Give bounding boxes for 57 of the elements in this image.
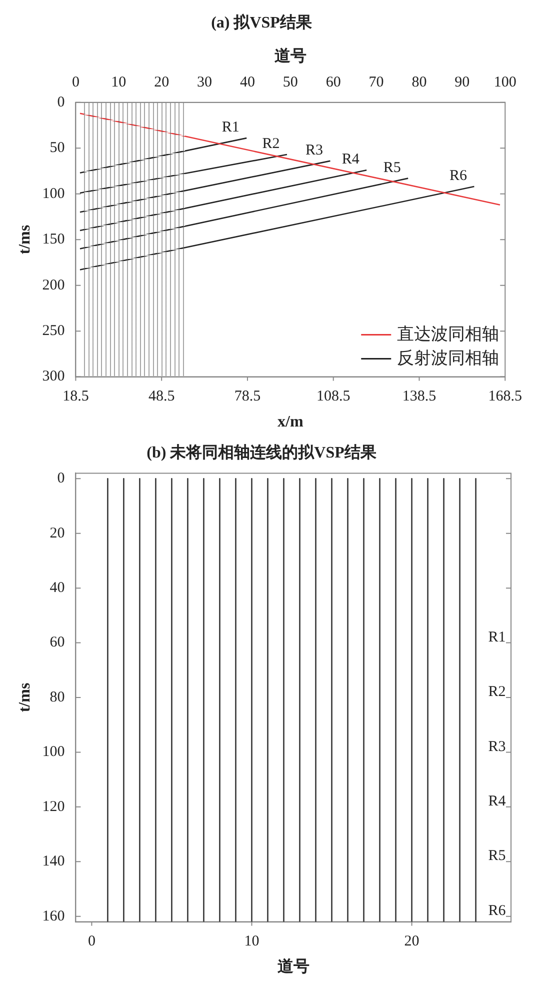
- legend-label: 反射波同相轴: [397, 348, 500, 368]
- annotation: R2: [488, 684, 506, 700]
- y-tick-label: 160: [42, 908, 65, 924]
- legend-label: 直达波同相轴: [397, 324, 500, 344]
- x2-tick-label: 10: [111, 74, 126, 90]
- y-tick-label: 200: [42, 277, 65, 294]
- annotation: R1: [222, 120, 240, 136]
- x-tick-label: 78.5: [234, 388, 261, 405]
- y-tick-label: 40: [50, 580, 65, 596]
- x2-tick-label: 60: [326, 74, 341, 90]
- y-axis-title: t/ms: [16, 682, 34, 712]
- y-tick-label: 100: [42, 744, 65, 760]
- x-axis-title: 道号: [277, 958, 310, 976]
- x-tick-label: 18.5: [62, 388, 89, 405]
- annotation: R1: [488, 629, 506, 646]
- y-tick-label: 50: [50, 140, 65, 156]
- y-tick-label: 0: [57, 94, 65, 110]
- y-tick-label: 150: [42, 232, 65, 248]
- y-tick-label: 60: [50, 634, 65, 651]
- y-tick-label: 300: [42, 368, 65, 385]
- x-tick-label: 138.5: [402, 388, 436, 405]
- y-tick-label: 100: [42, 186, 65, 202]
- x2-axis-title: 道号: [274, 46, 306, 65]
- x2-tick-label: 0: [72, 74, 80, 90]
- x-tick-label: 168.5: [488, 388, 522, 405]
- y-axis-title: t/ms: [16, 224, 34, 254]
- x2-tick-label: 70: [368, 74, 384, 90]
- x2-tick-label: 20: [154, 74, 170, 90]
- annotation: R5: [383, 160, 401, 176]
- x2-tick-label: 30: [197, 74, 212, 90]
- x-tick-label: 48.5: [148, 388, 175, 405]
- chart-title: (a) 拟VSP结果: [211, 14, 313, 32]
- x2-tick-label: 50: [282, 74, 298, 90]
- annotation: R3: [305, 142, 323, 158]
- x-tick-label: 108.5: [316, 388, 350, 405]
- x2-tick-label: 80: [412, 74, 427, 90]
- y-tick-label: 250: [42, 323, 65, 340]
- annotation: R5: [488, 848, 506, 864]
- annotation: R4: [342, 152, 360, 168]
- y-tick-label: 120: [42, 798, 65, 815]
- annotation: R6: [449, 168, 468, 184]
- x2-tick-label: 90: [454, 74, 470, 90]
- annotation: R2: [262, 136, 280, 152]
- x2-tick-label: 40: [240, 74, 255, 90]
- x2-tick-label: 100: [494, 74, 516, 90]
- annotation: R4: [488, 794, 506, 810]
- y-tick-label: 0: [57, 470, 65, 487]
- x-tick-label: 0: [88, 934, 96, 950]
- annotation: R6: [488, 902, 506, 919]
- x-axis-title: x/m: [278, 414, 304, 431]
- x-tick-label: 10: [244, 934, 260, 950]
- chart-title: (b) 未将同相轴连线的拟VSP结果: [146, 444, 378, 462]
- annotation: R3: [488, 738, 506, 755]
- x-tick-label: 20: [404, 934, 420, 950]
- y-tick-label: 20: [50, 525, 65, 542]
- y-tick-label: 140: [42, 854, 65, 870]
- y-tick-label: 80: [50, 689, 65, 706]
